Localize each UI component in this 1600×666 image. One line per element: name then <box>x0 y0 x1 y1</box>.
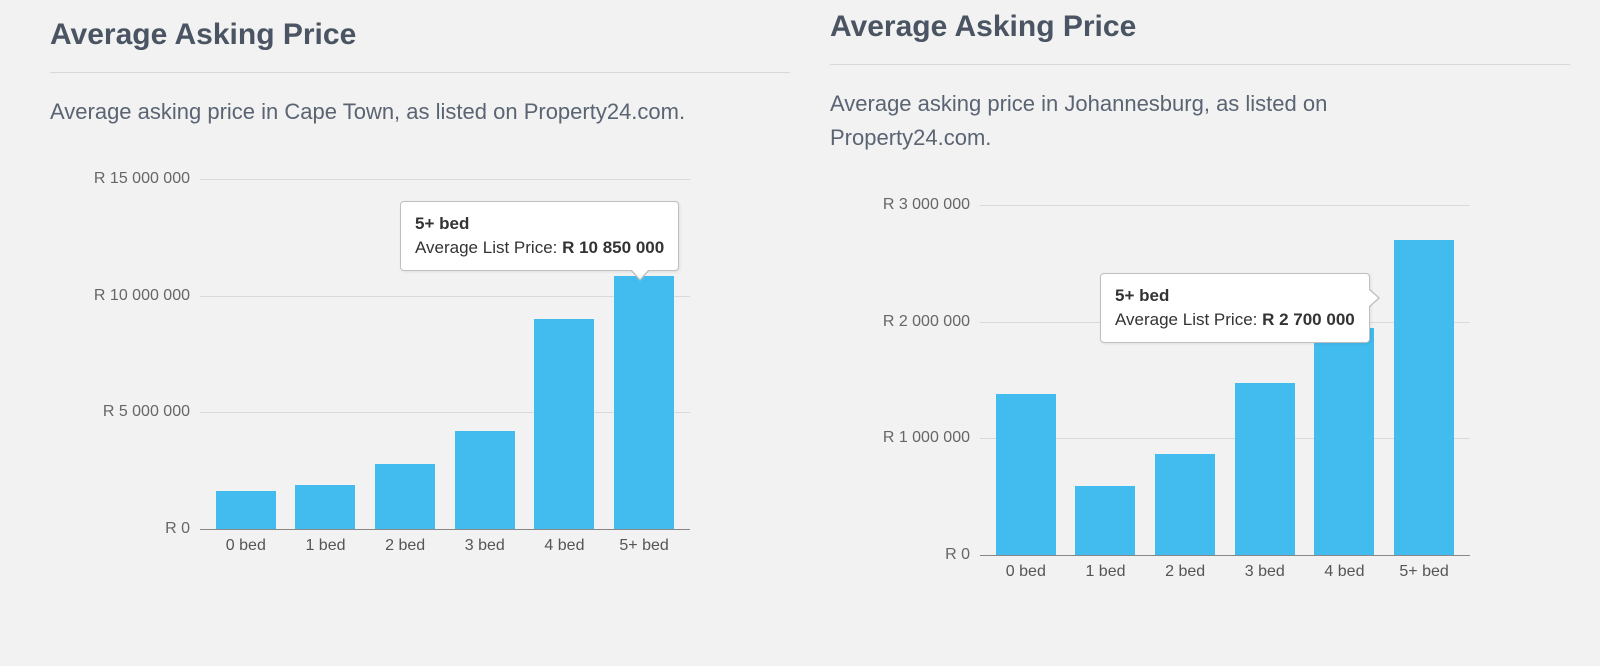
tooltip-pointer-icon <box>631 269 649 279</box>
y-tick-label: R 1 000 000 <box>830 429 970 447</box>
chart-title: Average Asking Price <box>830 10 1570 44</box>
x-tick-label: 3 bed <box>1235 563 1295 581</box>
plot-area <box>980 205 1470 556</box>
bar-3bed[interactable] <box>455 431 515 529</box>
x-tick-label: 4 bed <box>534 537 594 555</box>
x-tick-label: 1 bed <box>295 537 355 555</box>
x-tick-label: 5+ bed <box>614 537 674 555</box>
bar-4bed[interactable] <box>534 319 594 529</box>
y-tick-label: R 5 000 000 <box>50 403 190 421</box>
bar-5plus[interactable] <box>1394 240 1454 555</box>
bar-5plus[interactable] <box>614 276 674 529</box>
canvas: Average Asking Price Average asking pric… <box>0 0 1600 666</box>
panel-johannesburg: Average Asking Price Average asking pric… <box>830 10 1570 605</box>
divider <box>830 64 1570 65</box>
chart-johannesburg: R 0 R 1 000 000 R 2 000 000 R 3 000 000 <box>830 195 1490 605</box>
bar-1bed[interactable] <box>295 485 355 529</box>
bars <box>980 205 1470 555</box>
y-tick-label: R 0 <box>830 546 970 564</box>
tooltip: 5+ bed Average List Price: R 10 850 000 <box>400 201 679 271</box>
x-tick-label: 2 bed <box>375 537 435 555</box>
x-axis-labels: 0 bed 1 bed 2 bed 3 bed 4 bed 5+ bed <box>200 537 690 555</box>
tooltip: 5+ bed Average List Price: R 2 700 000 <box>1100 273 1370 343</box>
x-tick-label: 5+ bed <box>1394 563 1454 581</box>
x-tick-label: 1 bed <box>1075 563 1135 581</box>
x-tick-label: 4 bed <box>1314 563 1374 581</box>
bar-0bed[interactable] <box>216 491 276 530</box>
tooltip-value: R 2 700 000 <box>1262 310 1355 329</box>
x-axis-labels: 0 bed 1 bed 2 bed 3 bed 4 bed 5+ bed <box>980 563 1470 581</box>
chart-subtitle: Average asking price in Johannesburg, as… <box>830 87 1470 155</box>
bar-3bed[interactable] <box>1235 383 1295 556</box>
y-tick-label: R 3 000 000 <box>830 196 970 214</box>
y-tick-label: R 2 000 000 <box>830 313 970 331</box>
bar-2bed[interactable] <box>1155 454 1215 556</box>
chart-title: Average Asking Price <box>50 18 790 52</box>
chart-subtitle: Average asking price in Cape Town, as li… <box>50 95 690 129</box>
chart-cape-town: R 0 R 5 000 000 R 10 000 000 R 15 000 00… <box>50 169 710 579</box>
tooltip-label: Average List Price: <box>1115 310 1262 329</box>
divider <box>50 72 790 73</box>
bar-0bed[interactable] <box>996 394 1056 555</box>
tooltip-pointer-icon <box>1368 289 1378 307</box>
panel-cape-town: Average Asking Price Average asking pric… <box>50 18 790 579</box>
y-tick-label: R 15 000 000 <box>50 170 190 188</box>
tooltip-title: 5+ bed <box>1115 284 1355 308</box>
y-tick-label: R 0 <box>50 520 190 538</box>
tooltip-title: 5+ bed <box>415 212 664 236</box>
y-tick-label: R 10 000 000 <box>50 287 190 305</box>
tooltip-value: R 10 850 000 <box>562 238 664 257</box>
x-tick-label: 2 bed <box>1155 563 1215 581</box>
bar-1bed[interactable] <box>1075 486 1135 555</box>
x-tick-label: 0 bed <box>996 563 1056 581</box>
x-tick-label: 0 bed <box>216 537 276 555</box>
x-tick-label: 3 bed <box>455 537 515 555</box>
bar-2bed[interactable] <box>375 464 435 529</box>
tooltip-label: Average List Price: <box>415 238 562 257</box>
bar-4bed[interactable] <box>1314 328 1374 556</box>
